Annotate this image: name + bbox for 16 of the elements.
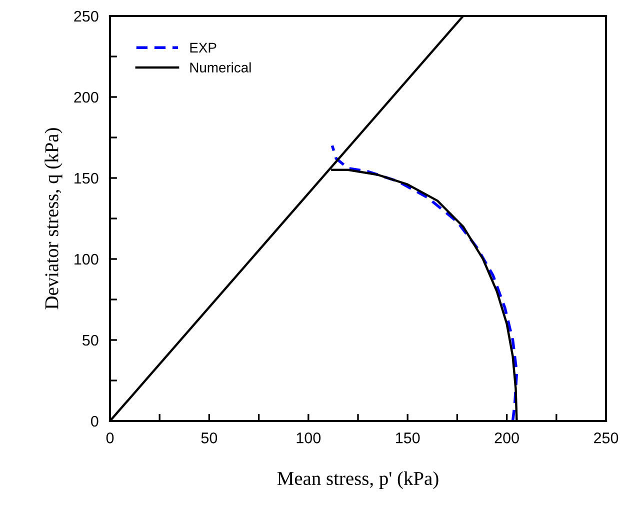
x-tick-label: 100 (296, 432, 321, 444)
y-tick-label: 0 (90, 416, 98, 427)
x-tick-label: 50 (201, 432, 218, 444)
y-tick-label: 250 (74, 10, 98, 22)
x-axis-title: Mean stress, p' (kPa) (277, 471, 438, 489)
y-tick-label: 200 (74, 92, 98, 103)
y-axis-title: Deviator stress, q (kPa) (44, 128, 62, 310)
x-tick-label: 0 (106, 432, 114, 444)
legend-label: EXP (190, 42, 216, 52)
legend-label: Numerical (190, 62, 251, 72)
y-tick-label: 100 (74, 254, 98, 265)
y-tick-label: 50 (82, 334, 98, 346)
x-tick-label: 200 (494, 432, 519, 444)
x-tick-label: 250 (594, 432, 618, 444)
x-tick-label: 150 (396, 432, 420, 444)
y-tick-label: 150 (74, 172, 98, 184)
